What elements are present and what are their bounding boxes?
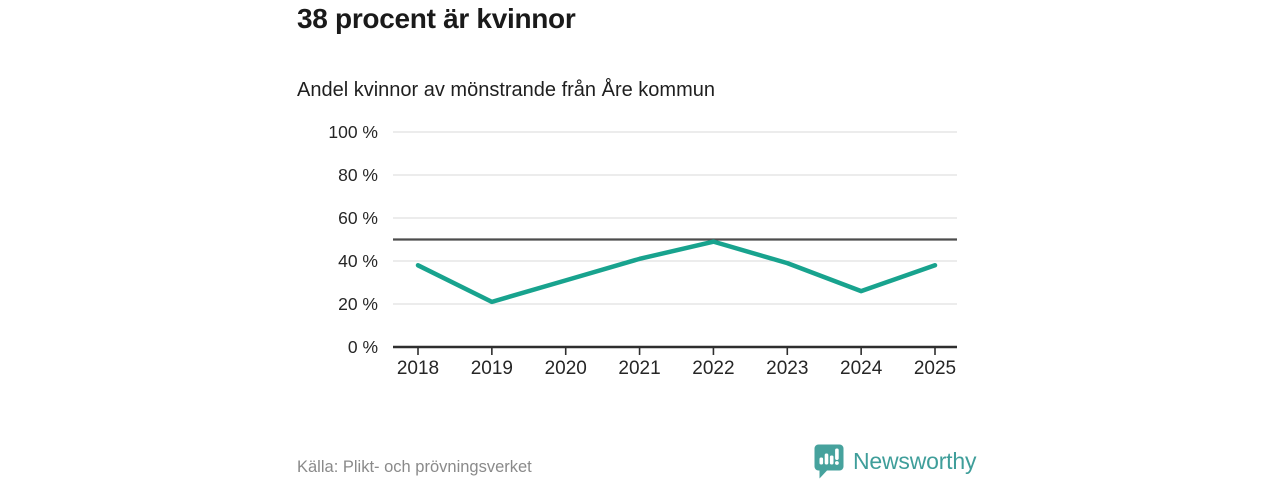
chart-subtitle: Andel kvinnor av mönstrande från Åre kom… [297, 79, 715, 101]
y-tick-label: 60 % [338, 208, 378, 228]
y-tick-label: 0 % [348, 337, 378, 357]
y-tick-label: 20 % [338, 294, 378, 314]
x-tick-label: 2021 [618, 358, 660, 379]
source-note: Källa: Plikt- och prövningsverket [297, 458, 532, 476]
newsworthy-bubble-barchart-icon [814, 444, 845, 479]
x-tick-label: 2025 [914, 358, 956, 379]
x-tick-label: 2022 [692, 358, 734, 379]
y-tick-label: 40 % [338, 251, 378, 271]
x-tick-label: 2020 [545, 358, 587, 379]
y-tick-label: 100 % [328, 122, 378, 142]
line-chart: 0 % 20 % 40 % 60 % 80 % 100 % 2018 2019 2020 2021… [328, 122, 957, 379]
x-tick-label: 2019 [471, 358, 513, 379]
x-tick-label: 2023 [766, 358, 808, 379]
newsworthy-wordmark: Newsworthy [853, 448, 977, 474]
x-tick-label: 2018 [397, 358, 439, 379]
data-line [415, 239, 938, 305]
y-tick-label: 80 % [338, 165, 378, 185]
newsworthy-logo[interactable]: Newsworthy [814, 444, 976, 479]
x-tick-label: 2024 [840, 358, 883, 379]
page-title: 38 procent är kvinnor [297, 3, 576, 34]
